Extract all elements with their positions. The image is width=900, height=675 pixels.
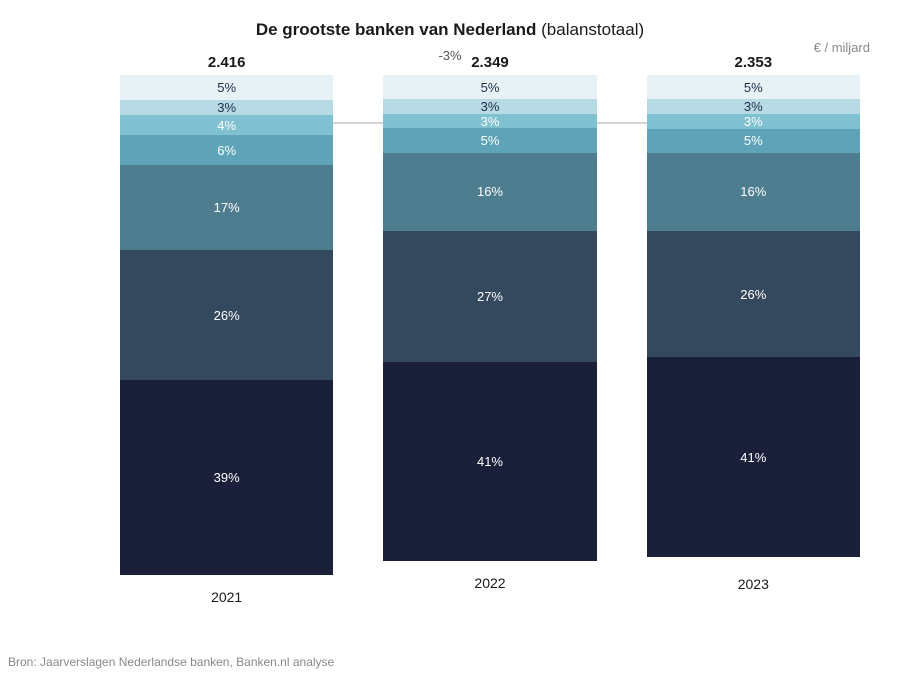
chart-container: De grootste banken van Nederland (balans… xyxy=(0,0,900,675)
x-axis-label: 2022 xyxy=(474,575,505,591)
title-subtitle: (balanstotaal) xyxy=(536,20,644,39)
stacked-bar: 5%3%3%5%16%26%41% xyxy=(647,75,860,562)
segment-nwb: 3% xyxy=(647,114,860,129)
column-total: 2.416 xyxy=(208,54,246,71)
column-total: 2.349 xyxy=(471,54,509,71)
stacked-bar: 5%3%4%6%17%26%39% xyxy=(120,75,333,575)
column-2022: 2.3495%3%3%5%16%27%41%2022 xyxy=(383,54,596,614)
column-total: 2.353 xyxy=(735,54,773,71)
segment-bng: 5% xyxy=(647,129,860,153)
segment-nwb: 3% xyxy=(383,114,596,129)
segment-rabo: 27% xyxy=(383,231,596,362)
segment-abn: 16% xyxy=(647,153,860,231)
segment-abn: 17% xyxy=(120,165,333,250)
segment-ing: 39% xyxy=(120,380,333,575)
segment-volksbank: 3% xyxy=(120,100,333,115)
segment-ing: 41% xyxy=(647,357,860,557)
stacked-bar: 5%3%3%5%16%27%41% xyxy=(383,75,596,561)
columns-group: 2.4165%3%4%6%17%26%39%20212.3495%3%3%5%1… xyxy=(120,54,860,614)
segment-rabo: 26% xyxy=(647,231,860,358)
column-2021: 2.416 5%3%4%6%17%26%39% 2021 xyxy=(120,54,333,614)
title-bold: De grootste banken van Nederland xyxy=(256,20,537,39)
segment-rabo: 26% xyxy=(120,250,333,380)
segment-seven_banks: 5% xyxy=(647,75,860,99)
segment-ing: 41% xyxy=(383,362,596,561)
segment-volksbank: 3% xyxy=(383,99,596,114)
x-axis-label: 2023 xyxy=(738,576,769,592)
column-2023: 2.3535%3%3%5%16%26%41%2023 xyxy=(647,54,860,614)
segment-seven_banks: 5% xyxy=(383,75,596,99)
plot-area: 7 bankende VolksbankNWB BankBNG BankABN … xyxy=(120,54,860,614)
x-axis-label: 2021 xyxy=(211,589,242,605)
source-text: Bron: Jaarverslagen Nederlandse banken, … xyxy=(8,655,334,669)
segment-volksbank: 3% xyxy=(647,99,860,114)
segment-seven_banks: 5% xyxy=(120,75,333,100)
segment-bng: 6% xyxy=(120,135,333,165)
chart-title: De grootste banken van Nederland (balans… xyxy=(30,20,870,40)
segment-nwb: 4% xyxy=(120,115,333,135)
segment-bng: 5% xyxy=(383,128,596,152)
unit-label: € / miljard xyxy=(814,40,870,55)
segment-abn: 16% xyxy=(383,153,596,231)
